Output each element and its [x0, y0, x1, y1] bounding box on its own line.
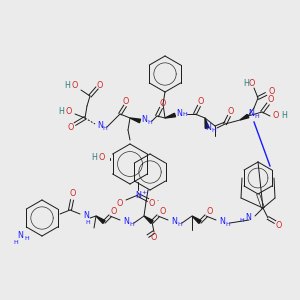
- Text: H: H: [281, 112, 287, 121]
- Text: O: O: [151, 233, 157, 242]
- Text: O: O: [268, 95, 274, 104]
- Text: O: O: [276, 221, 282, 230]
- Text: O: O: [249, 80, 255, 88]
- Text: H: H: [148, 121, 152, 125]
- Text: H: H: [25, 236, 29, 241]
- Text: H: H: [91, 154, 97, 163]
- Text: O: O: [72, 82, 78, 91]
- Text: H: H: [58, 107, 64, 116]
- Text: H: H: [130, 223, 134, 227]
- Text: H: H: [212, 128, 216, 133]
- Polygon shape: [96, 216, 105, 224]
- Text: O: O: [111, 208, 117, 217]
- Text: N: N: [176, 109, 182, 118]
- Text: O: O: [273, 112, 279, 121]
- Text: O: O: [97, 80, 103, 89]
- Text: O: O: [70, 190, 76, 199]
- Text: N: N: [97, 122, 103, 130]
- Text: N: N: [245, 214, 251, 223]
- Polygon shape: [192, 216, 201, 224]
- Text: N: N: [219, 218, 225, 226]
- Polygon shape: [144, 216, 153, 224]
- Text: H: H: [85, 220, 90, 224]
- Text: N: N: [248, 110, 254, 118]
- Polygon shape: [240, 114, 249, 120]
- Text: H: H: [183, 112, 188, 118]
- Text: O: O: [160, 100, 166, 109]
- Text: H: H: [255, 113, 260, 119]
- Text: O: O: [198, 98, 204, 106]
- Text: -: -: [157, 199, 159, 203]
- Text: O: O: [123, 98, 129, 106]
- Text: O: O: [149, 199, 155, 208]
- Text: O: O: [207, 208, 213, 217]
- Text: N: N: [83, 211, 89, 220]
- Text: N: N: [123, 218, 129, 226]
- Polygon shape: [205, 118, 209, 128]
- Text: N: N: [135, 190, 141, 200]
- Text: N: N: [17, 232, 23, 241]
- Text: H: H: [243, 80, 249, 88]
- Text: O: O: [99, 154, 105, 163]
- Text: H: H: [103, 125, 107, 130]
- Text: H: H: [226, 223, 230, 227]
- Text: O: O: [228, 107, 234, 116]
- Text: O: O: [68, 122, 74, 131]
- Text: H: H: [14, 239, 18, 244]
- Text: N: N: [171, 218, 177, 226]
- Text: H: H: [178, 223, 182, 227]
- Text: O: O: [66, 107, 72, 116]
- Text: +: +: [141, 190, 147, 196]
- Polygon shape: [165, 113, 175, 118]
- Text: H: H: [240, 218, 244, 223]
- Text: N: N: [205, 124, 211, 133]
- Text: O: O: [160, 208, 166, 217]
- Polygon shape: [130, 118, 140, 123]
- Text: H: H: [64, 82, 70, 91]
- Text: N: N: [141, 116, 147, 124]
- Text: O: O: [117, 199, 123, 208]
- Text: O: O: [269, 88, 275, 97]
